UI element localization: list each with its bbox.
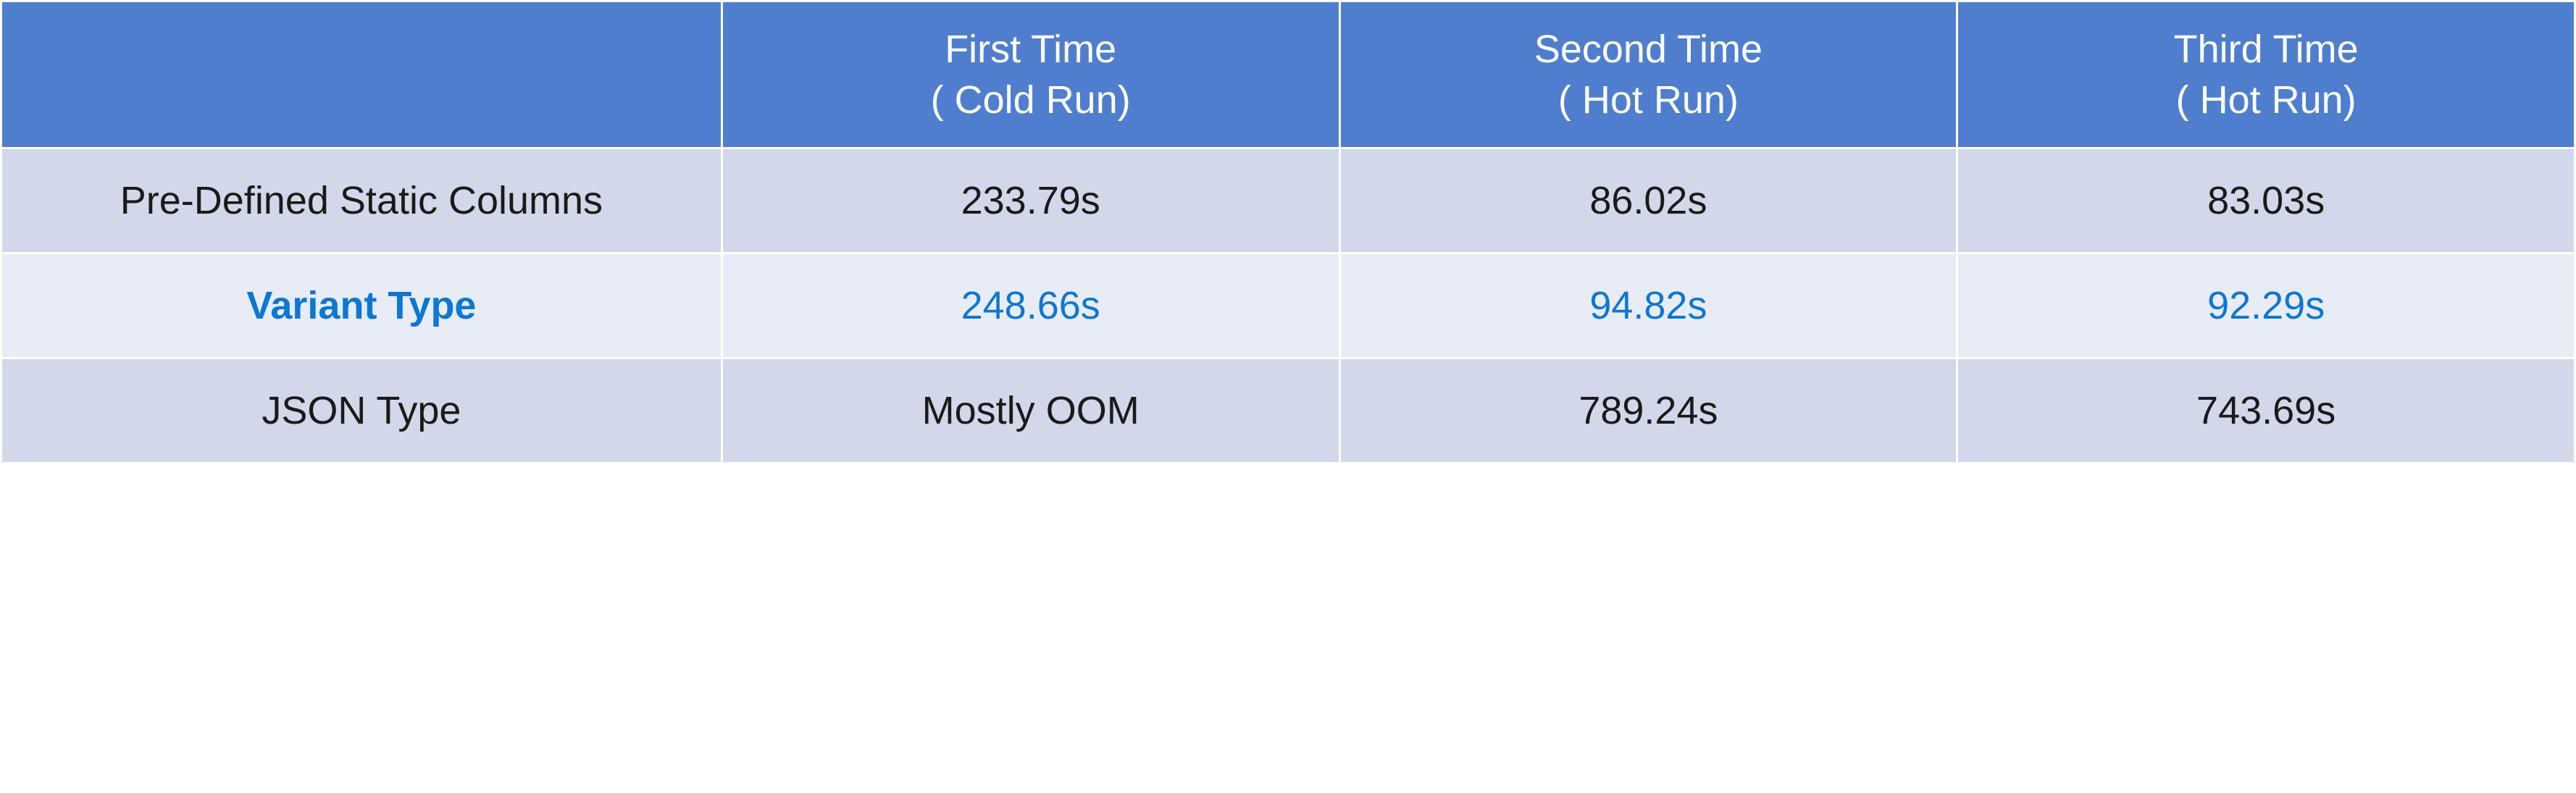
cell-variant-first: 248.66s xyxy=(722,253,1339,358)
table-header-row: First Time ( Cold Run) Second Time ( Hot… xyxy=(1,1,2575,148)
row-label-variant-type: Variant Type xyxy=(1,253,722,358)
header-subtitle: ( Hot Run) xyxy=(1355,75,1942,125)
header-third-time: Third Time ( Hot Run) xyxy=(1957,1,2575,148)
header-title: Second Time xyxy=(1355,24,1942,75)
table-row: Variant Type 248.66s 94.82s 92.29s xyxy=(1,253,2575,358)
performance-table: First Time ( Cold Run) Second Time ( Hot… xyxy=(0,0,2576,464)
cell-static-third: 83.03s xyxy=(1957,148,2575,253)
cell-json-third: 743.69s xyxy=(1957,358,2575,463)
header-title: Third Time xyxy=(1973,24,2559,75)
table-header: First Time ( Cold Run) Second Time ( Hot… xyxy=(1,1,2575,148)
row-label-json-type: JSON Type xyxy=(1,358,722,463)
table-row: Pre-Defined Static Columns 233.79s 86.02… xyxy=(1,148,2575,253)
header-subtitle: ( Hot Run) xyxy=(1973,75,2559,125)
table-body: Pre-Defined Static Columns 233.79s 86.02… xyxy=(1,148,2575,463)
header-subtitle: ( Cold Run) xyxy=(737,75,1324,125)
cell-variant-third: 92.29s xyxy=(1957,253,2575,358)
header-first-time: First Time ( Cold Run) xyxy=(722,1,1339,148)
header-second-time: Second Time ( Hot Run) xyxy=(1339,1,1957,148)
cell-static-second: 86.02s xyxy=(1339,148,1957,253)
header-title: First Time xyxy=(737,24,1324,75)
cell-variant-second: 94.82s xyxy=(1339,253,1957,358)
row-label-static-columns: Pre-Defined Static Columns xyxy=(1,148,722,253)
cell-static-first: 233.79s xyxy=(722,148,1339,253)
cell-json-first: Mostly OOM xyxy=(722,358,1339,463)
cell-json-second: 789.24s xyxy=(1339,358,1957,463)
header-empty xyxy=(1,1,722,148)
table-row: JSON Type Mostly OOM 789.24s 743.69s xyxy=(1,358,2575,463)
